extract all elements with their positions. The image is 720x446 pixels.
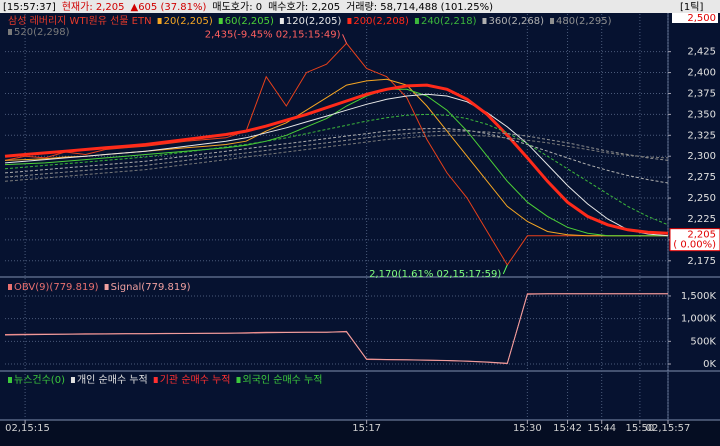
- y-tick-label: 1,000K: [681, 314, 717, 325]
- x-tick-label: 15:30: [513, 423, 542, 434]
- y-tick-label: 2,300: [687, 151, 716, 162]
- y-tick-label: 2,350: [687, 109, 716, 120]
- y-tick-label: 2,325: [687, 130, 716, 141]
- status-text: 현재가: 2,205: [62, 1, 125, 13]
- legend-swatch: [482, 18, 487, 24]
- legend-label: 외국인 순매수 누적: [243, 374, 323, 386]
- legend-label: OBV(9)(779.819): [14, 282, 99, 293]
- top-price-box: [672, 13, 718, 23]
- series-line: [4, 113, 669, 226]
- y-tick-label: 2,250: [687, 193, 716, 204]
- legend-swatch: [279, 18, 284, 24]
- x-tick-label: 15:44: [587, 423, 616, 434]
- current-change: ( 0.00%): [673, 240, 716, 251]
- legend-swatch: [104, 284, 109, 290]
- status-text: ▲605 (37.81%): [131, 2, 207, 13]
- legend-label: 뉴스건수(0): [14, 374, 65, 386]
- series-line: [4, 42, 668, 266]
- legend-swatch: [8, 377, 12, 383]
- legend-label: 200(2,208): [353, 16, 409, 27]
- annotation: 2,170(1.61% 02,15:17:59): [369, 269, 501, 280]
- series-line: [4, 83, 669, 235]
- x-tick-label: 02,15:15: [5, 423, 50, 434]
- annotation-leader: [342, 34, 348, 44]
- y-tick-label: 2,175: [687, 256, 716, 267]
- x-tick-label: 15:42: [553, 423, 582, 434]
- y-tick-label: 2,225: [687, 214, 716, 225]
- status-text: 매수호가: 2,205: [268, 1, 340, 13]
- legend-label: 240(2,218): [421, 16, 477, 27]
- series-line: [4, 88, 668, 237]
- legend-swatch: [550, 18, 555, 24]
- legend-swatch: [8, 29, 12, 35]
- legend-label: 20(2,205): [164, 16, 213, 27]
- status-text: [15:57:37]: [3, 2, 56, 13]
- chart-title: 삼성 레버리지 WTI원유 선물 ETN: [8, 15, 152, 27]
- legend-label: 120(2,205): [286, 16, 342, 27]
- current-price: 2,205: [687, 230, 716, 241]
- x-tick-label: 02,15:57: [646, 423, 691, 434]
- series-line: [4, 128, 669, 184]
- series-line: [4, 130, 669, 178]
- x-axis-strip: [0, 420, 720, 446]
- legend-swatch: [347, 18, 352, 24]
- status-bar: [0, 0, 720, 13]
- top-price: 2,500: [687, 13, 716, 24]
- y-tick-label: 1,500K: [681, 291, 717, 302]
- status-text: 거래량: 58,714,488 (101.25%): [346, 1, 493, 13]
- legend-label: 480(2,295): [556, 16, 612, 27]
- current-price-box: [669, 228, 720, 252]
- legend-label: 기관 순매수 누적: [160, 374, 231, 386]
- legend-swatch: [8, 284, 12, 290]
- y-tick-label: 2,425: [687, 47, 716, 58]
- y-tick-label: 500K: [690, 336, 716, 347]
- legend-swatch: [414, 18, 419, 24]
- x-tick-label: 15:17: [352, 423, 381, 434]
- x-tick-label: 15:50: [625, 423, 654, 434]
- legend-swatch: [236, 377, 241, 383]
- y-tick-label: 2,400: [687, 68, 716, 79]
- legend-swatch: [70, 377, 75, 383]
- legend-label: 520(2,298): [14, 27, 70, 38]
- y-tick-label: 0K: [703, 359, 716, 370]
- annotation-leader: [502, 264, 508, 275]
- legend-label: Signal(779.819): [111, 282, 191, 293]
- legend-label: 360(2,268): [488, 16, 544, 27]
- legend-swatch: [218, 18, 223, 24]
- legend-label: 60(2,205): [225, 16, 274, 27]
- series-line: [4, 134, 669, 182]
- legend-label: 개인 순매수 누적: [77, 374, 148, 386]
- period-button[interactable]: [1틱]: [680, 1, 703, 13]
- series-line: [4, 293, 668, 364]
- series-line: [4, 93, 669, 237]
- status-text: 매도호가: 0: [212, 1, 262, 13]
- annotation: 2,435(-9.45% 02,15:15:49): [205, 29, 341, 40]
- legend-swatch: [157, 18, 162, 24]
- y-tick-label: 2,275: [687, 172, 716, 183]
- y-tick-label: 2,375: [687, 88, 716, 99]
- legend-swatch: [153, 377, 158, 383]
